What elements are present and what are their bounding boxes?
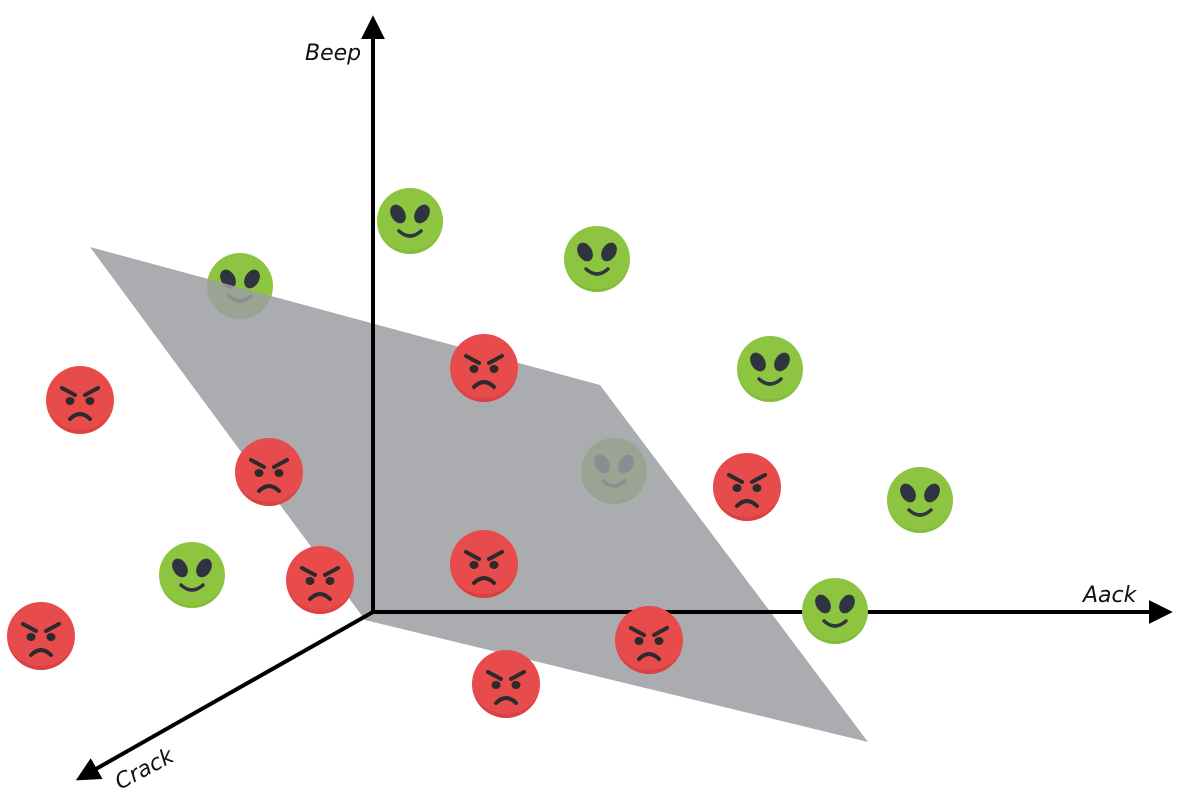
angry-face-icon bbox=[46, 366, 114, 434]
angry-face-icon bbox=[450, 334, 518, 402]
angry-face-icon bbox=[286, 546, 354, 614]
horizontal-axis-label: Aack bbox=[1081, 583, 1138, 608]
alien-face-icon bbox=[887, 467, 953, 533]
alien-face-icon bbox=[802, 578, 868, 644]
angry-face-icon bbox=[7, 602, 75, 670]
angry-face-icon bbox=[450, 530, 518, 598]
vertical-axis-label: Beep bbox=[305, 41, 361, 66]
alien-face-icon bbox=[564, 226, 630, 292]
angry-face-icon bbox=[235, 438, 303, 506]
alien-face-icon bbox=[377, 188, 443, 254]
angry-face-icon bbox=[713, 453, 781, 521]
alien-face-icon bbox=[737, 336, 803, 402]
alien-face-icon bbox=[159, 542, 225, 608]
angry-face-icon bbox=[615, 606, 683, 674]
depth-axis bbox=[80, 612, 373, 778]
angry-face-icon bbox=[472, 650, 540, 718]
depth-axis-label: Crack bbox=[111, 743, 179, 795]
